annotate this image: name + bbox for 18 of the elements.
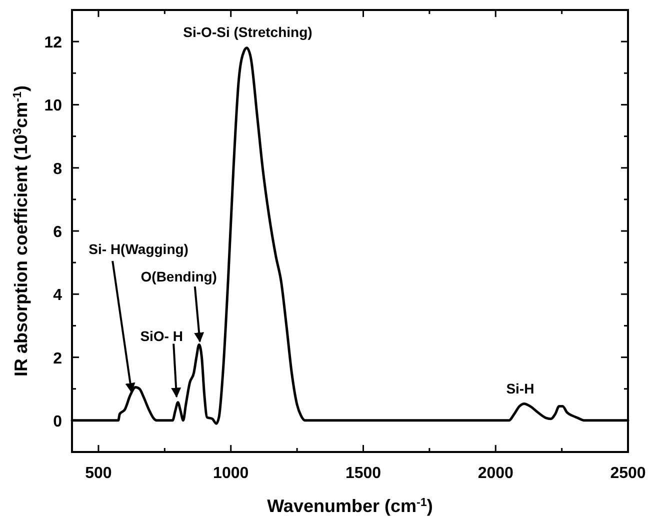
y-tick-label: 6 — [53, 224, 62, 241]
y-tick-label: 10 — [44, 98, 62, 115]
x-tick-label: 1000 — [213, 465, 249, 482]
annotation: O(Bending) — [140, 268, 217, 284]
x-tick-label: 2000 — [478, 465, 514, 482]
annotation: Si-O-Si (Stretching) — [183, 24, 312, 40]
annotation: Si-H — [506, 380, 534, 397]
y-tick-label: 2 — [53, 350, 62, 368]
x-tick-label: 2500 — [610, 465, 646, 482]
y-tick-label: 4 — [53, 287, 62, 304]
annotation: Si- H(Wagging) — [88, 241, 188, 258]
y-tick-label: 8 — [53, 160, 62, 178]
y-tick-label: 12 — [44, 34, 62, 52]
y-tick-label: 0 — [53, 413, 62, 430]
x-tick-label: 500 — [85, 465, 112, 482]
x-axis-title: Wavenumber (cm$^{-1}$) — [267, 496, 433, 516]
x-tick-label: 1500 — [345, 465, 382, 482]
annotation: SiO- H — [140, 328, 183, 344]
